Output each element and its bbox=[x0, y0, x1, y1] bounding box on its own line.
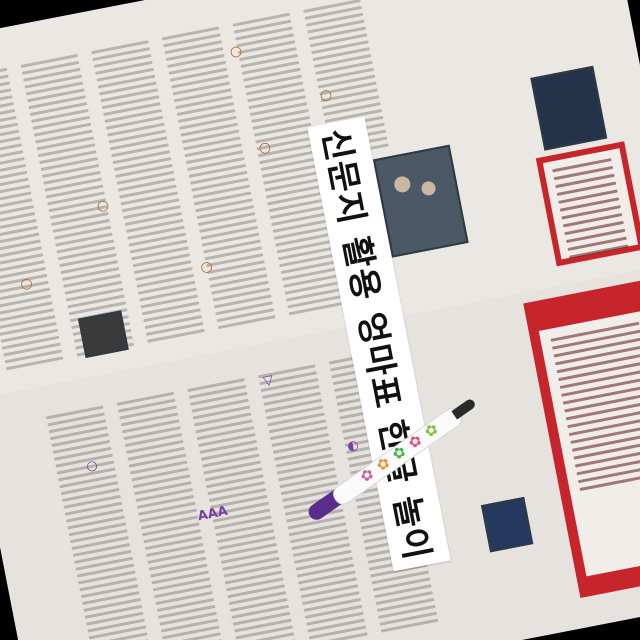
small-photo bbox=[480, 496, 534, 553]
top-ad-photo bbox=[530, 65, 608, 151]
marker-tip bbox=[451, 397, 477, 420]
portrait-photo bbox=[77, 310, 129, 358]
